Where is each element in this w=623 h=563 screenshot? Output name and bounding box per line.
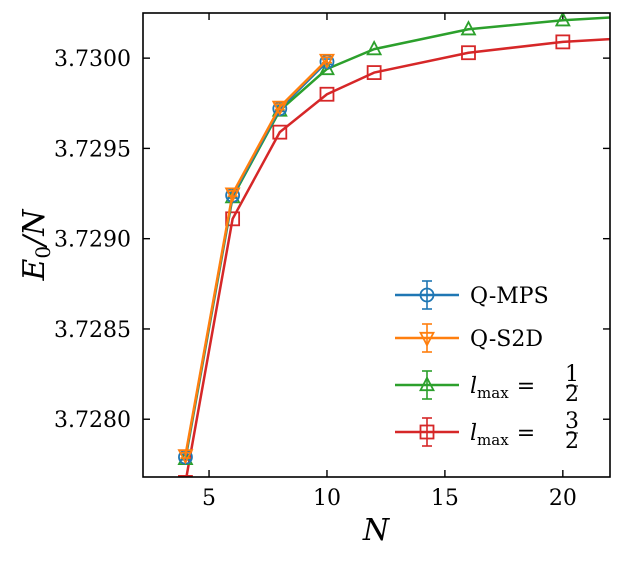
legend-entry-lmax-threehalves: lmax = 3 2 xyxy=(395,409,579,454)
series-3-marker xyxy=(225,211,241,227)
legend-entry-lmax-half: lmax = 1 2 xyxy=(395,362,579,407)
legend-errorbar xyxy=(422,323,432,353)
series-layer xyxy=(177,13,610,477)
legend-entry-qs2d: Q-S2D xyxy=(395,323,543,353)
legend-entry-qmps: Q-MPS xyxy=(395,280,549,310)
axes-ticks-layer: 5 10 15 20 3.7280 3.7285 3.7290 3.7295 3.7300 xyxy=(54,13,610,511)
legend-lmax-half-eq: = xyxy=(517,374,535,399)
series-2-marker xyxy=(460,20,477,36)
legend-errorbar xyxy=(422,417,432,447)
legend-errorbar-qs2d xyxy=(422,323,432,353)
legend-label-lmax-half: lmax = xyxy=(470,374,535,402)
series-3-marker xyxy=(461,45,476,61)
legend-lmax-half-sub: max xyxy=(477,384,509,402)
y-axis-label-sub: 0 xyxy=(31,246,55,259)
legend-lmax-threehalves-l: l xyxy=(470,421,477,446)
series-3-marker xyxy=(319,86,335,102)
legend-lmax-half-l: l xyxy=(470,374,477,399)
x-axis-label: N xyxy=(362,513,391,548)
legend-lmax-half-num: 1 xyxy=(565,362,579,387)
legend-lmax-half-den: 2 xyxy=(565,382,579,407)
y-axis-label-tail: /N xyxy=(17,208,52,249)
series-1-marker xyxy=(271,100,288,116)
x-tick-label: 15 xyxy=(431,486,459,511)
series-2-marker xyxy=(554,13,571,27)
y-tick-label: 3.7285 xyxy=(54,318,131,343)
legend-lmax-threehalves-den: 2 xyxy=(565,429,579,454)
legend-marker-lmax-half xyxy=(419,375,435,392)
legend-errorbar xyxy=(422,370,432,400)
plot-frame xyxy=(142,12,611,478)
legend-label-qmps: Q-MPS xyxy=(470,284,549,309)
y-tick-label: 3.7300 xyxy=(54,47,131,72)
legend: Q-MPS Q-S2D lmax = 1 2 lmax = 3 2 xyxy=(395,280,579,454)
legend-marker-shape xyxy=(419,375,435,392)
legend-lmax-threehalves-num: 3 xyxy=(565,409,579,434)
legend-label-qs2d: Q-S2D xyxy=(470,327,543,352)
series-1-marker xyxy=(224,187,241,203)
series-2 xyxy=(177,13,610,466)
series-1 xyxy=(177,53,335,465)
series-0-line xyxy=(184,60,328,458)
series-3-marker xyxy=(555,34,571,50)
series-3-marker xyxy=(178,475,193,477)
series-1-marker xyxy=(177,449,194,465)
series-3-marker xyxy=(366,65,382,80)
y-tick-label: 3.7280 xyxy=(54,408,131,433)
legend-errorbar-lmax-half xyxy=(422,370,432,400)
legend-marker-qmps xyxy=(419,287,435,303)
legend-lmax-threehalves-eq: = xyxy=(517,421,535,446)
y-tick-label: 3.7295 xyxy=(54,137,131,162)
series-2-marker xyxy=(366,40,383,56)
series-3-marker xyxy=(272,124,288,140)
y-axis-label: E0/N xyxy=(17,208,55,282)
legend-marker-qs2d xyxy=(419,331,435,348)
legend-label-lmax-threehalves: lmax = xyxy=(470,421,535,449)
series-3-line xyxy=(185,37,610,477)
series-1-marker xyxy=(318,53,335,70)
legend-marker-shape xyxy=(419,424,435,440)
x-tick-label: 5 xyxy=(202,486,216,511)
series-3 xyxy=(178,34,610,477)
series-1-line xyxy=(184,59,328,456)
y-tick-label: 3.7290 xyxy=(54,228,131,253)
legend-errorbar-lmax-threehalves xyxy=(422,417,432,447)
legend-marker-shape xyxy=(419,287,435,303)
y-axis-label-main: E xyxy=(17,259,52,282)
legend-lmax-threehalves-sub: max xyxy=(477,431,509,449)
legend-errorbar-qmps xyxy=(422,280,432,310)
x-tick-label: 20 xyxy=(549,486,577,511)
legend-errorbar xyxy=(422,280,432,310)
x-tick-label: 10 xyxy=(313,486,341,511)
legend-marker-shape xyxy=(419,331,435,348)
series-2-line xyxy=(184,16,610,460)
series-0 xyxy=(178,54,335,465)
legend-marker-lmax-threehalves xyxy=(419,424,435,440)
